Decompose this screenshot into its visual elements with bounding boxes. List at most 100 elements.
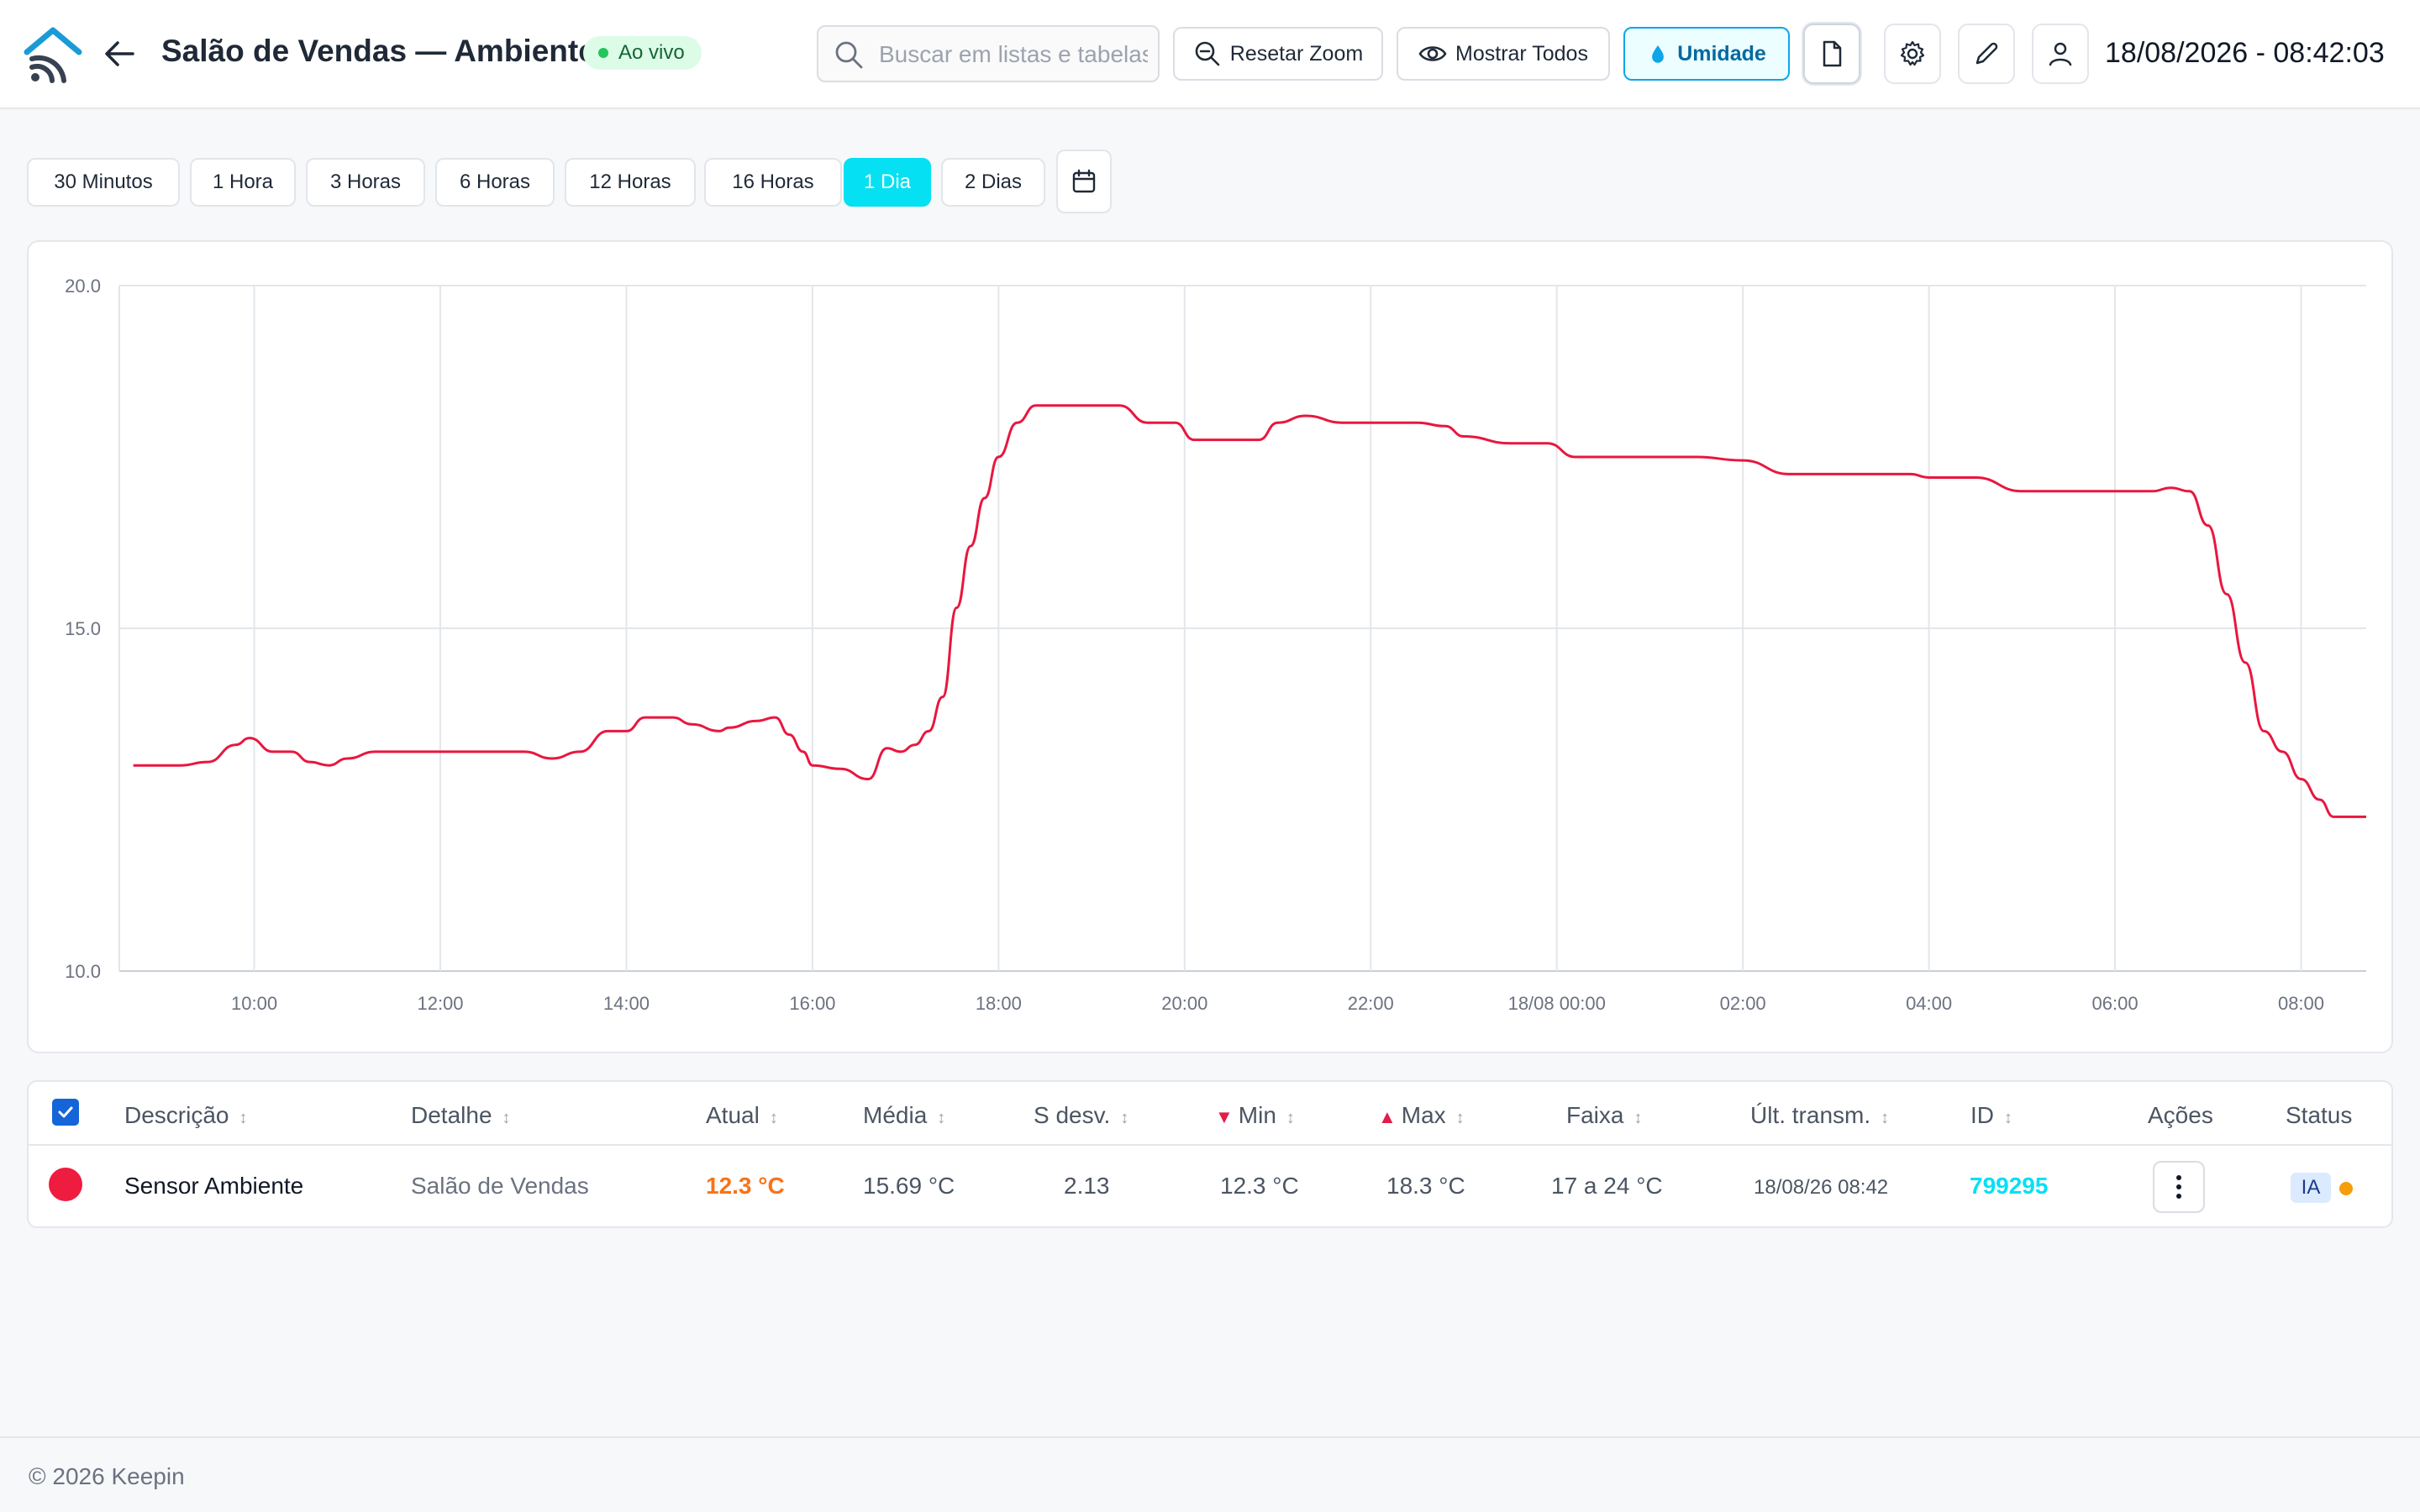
x-tick-label: 10:00 — [231, 993, 277, 1014]
cell-detalhe: Salão de Vendas — [411, 1173, 589, 1199]
kebab-dot-icon — [2176, 1184, 2181, 1189]
header-ult-transm[interactable]: Últ. transm. ↕ — [1750, 1102, 1889, 1129]
humidity-label: Umidade — [1677, 41, 1766, 66]
cell-descricao: Sensor Ambiente — [124, 1173, 304, 1199]
kebab-dot-icon — [2176, 1175, 2181, 1180]
cell-media: 15.69 °C — [863, 1173, 955, 1199]
header-descricao[interactable]: Descrição ↕ — [124, 1102, 247, 1129]
page-title: Salão de Vendas — Ambiente — [161, 34, 596, 68]
header-max[interactable]: ▲ Max ↕ — [1378, 1102, 1465, 1129]
sensor-table: Descrição ↕ Detalhe ↕ Atual ↕ Média ↕ S desv… — [27, 1080, 2393, 1228]
sort-icon: ↕ — [2004, 1109, 2012, 1127]
header-atual[interactable]: Atual ↕ — [706, 1102, 778, 1129]
max-arrow-icon: ▲ — [1378, 1106, 1397, 1127]
sort-icon: ↕ — [1455, 1109, 1465, 1127]
header-media[interactable]: Média ↕ — [863, 1102, 945, 1129]
range-1-hour-button[interactable]: 1 Hora — [190, 158, 296, 207]
pencil-icon — [1975, 42, 1998, 65]
header-min[interactable]: ▼ Min ↕ — [1215, 1102, 1295, 1129]
x-tick-label: 12:00 — [417, 993, 463, 1014]
x-tick-label: 18/08 00:00 — [1508, 993, 1606, 1014]
header-id-label: ID — [1970, 1102, 1994, 1128]
chart-canvas[interactable]: 10.0 15.0 20.0 10:00 12:00 14:00 16:00 18:00 20:… — [29, 242, 2395, 1055]
top-bar: Salão de Vendas — Ambiente Ao vivo Reset… — [0, 0, 2420, 109]
custom-date-button[interactable] — [1056, 150, 1112, 213]
cell-ult-transm: 18/08/26 08:42 — [1754, 1176, 1889, 1199]
temperature-series-line — [133, 404, 2366, 818]
footer: © 2026 Keepin — [0, 1436, 2420, 1512]
show-all-button[interactable]: Mostrar Todos — [1397, 27, 1610, 81]
header-atual-label: Atual — [706, 1102, 760, 1128]
range-3-hours-button[interactable]: 3 Horas — [306, 158, 425, 207]
header-id[interactable]: ID ↕ — [1970, 1102, 2012, 1129]
calendar-icon — [1072, 169, 1096, 193]
live-label: Ao vivo — [618, 41, 685, 64]
live-dot-icon — [598, 48, 608, 58]
x-tick-label: 20:00 — [1161, 993, 1207, 1014]
sort-icon: ↕ — [769, 1109, 778, 1127]
sort-icon: ↕ — [937, 1109, 946, 1127]
row-actions-menu-button[interactable] — [2153, 1161, 2205, 1213]
x-tick-label: 08:00 — [2278, 993, 2324, 1014]
sensor-status-dot — [49, 1168, 82, 1201]
cell-id-link[interactable]: 799295 — [1970, 1173, 2049, 1199]
live-badge: Ao vivo — [583, 36, 702, 70]
x-tick-label: 22:00 — [1348, 993, 1394, 1014]
header-min-label: Min — [1238, 1102, 1276, 1128]
edit-button[interactable] — [1958, 24, 2015, 84]
humidity-toggle-button[interactable]: Umidade — [1623, 27, 1790, 81]
kebab-dot-icon — [2176, 1194, 2181, 1199]
x-tick-label: 18:00 — [976, 993, 1022, 1014]
status-indicator-dot — [2339, 1182, 2353, 1195]
range-1-day-button[interactable]: 1 Dia — [844, 158, 931, 207]
cell-sdesv: 2.13 — [1064, 1173, 1110, 1199]
table-header: Descrição ↕ Detalhe ↕ Atual ↕ Média ↕ S desv… — [29, 1082, 2391, 1146]
header-status: Status — [2286, 1102, 2353, 1128]
header-detalhe-label: Detalhe — [411, 1102, 492, 1128]
back-arrow-icon[interactable] — [99, 34, 139, 74]
header-faixa[interactable]: Faixa ↕ — [1566, 1102, 1642, 1129]
header-acoes: Ações — [2148, 1102, 2213, 1128]
reset-zoom-label: Resetar Zoom — [1229, 41, 1364, 66]
header-sdesv[interactable]: S desv. ↕ — [1034, 1102, 1128, 1129]
reset-zoom-button[interactable]: Resetar Zoom — [1173, 27, 1383, 81]
cell-max: 18.3 °C — [1386, 1173, 1465, 1199]
gear-icon — [1900, 40, 1925, 66]
sort-icon: ↕ — [1634, 1109, 1643, 1127]
range-2-days-button[interactable]: 2 Dias — [941, 158, 1045, 207]
cell-atual: 12.3 °C — [706, 1173, 785, 1199]
cell-faixa: 17 a 24 °C — [1551, 1173, 1663, 1199]
y-tick-label: 15.0 — [65, 618, 101, 639]
sort-icon: ↕ — [1286, 1109, 1295, 1127]
sort-icon: ↕ — [1120, 1109, 1129, 1127]
export-file-button[interactable] — [1803, 24, 1860, 84]
range-12-hours-button[interactable]: 12 Horas — [565, 158, 696, 207]
header-sdesv-label: S desv. — [1034, 1102, 1111, 1128]
temperature-chart[interactable]: 10.0 15.0 20.0 10:00 12:00 14:00 16:00 18:00 20:… — [27, 240, 2393, 1053]
checkmark-icon — [58, 1106, 73, 1118]
search-input[interactable] — [879, 35, 1148, 74]
keepin-logo[interactable] — [24, 25, 82, 84]
ia-badge: IA — [2291, 1173, 2331, 1203]
sort-icon: ↕ — [1881, 1109, 1890, 1127]
select-all-checkbox[interactable] — [52, 1099, 79, 1126]
search-box[interactable] — [817, 25, 1160, 82]
x-tick-label: 04:00 — [1906, 993, 1952, 1014]
water-drop-icon — [1652, 45, 1665, 63]
range-16-hours-button[interactable]: 16 Horas — [704, 158, 842, 207]
range-30-minutes-button[interactable]: 30 Minutos — [27, 158, 180, 207]
header-ult-transm-label: Últ. transm. — [1750, 1102, 1871, 1128]
settings-button[interactable] — [1884, 24, 1941, 84]
eye-icon — [1418, 46, 1447, 61]
x-tick-label: 16:00 — [789, 993, 835, 1014]
user-profile-button[interactable] — [2032, 24, 2089, 84]
range-6-hours-button[interactable]: 6 Horas — [435, 158, 555, 207]
header-detalhe[interactable]: Detalhe ↕ — [411, 1102, 511, 1129]
sort-icon: ↕ — [239, 1109, 248, 1127]
user-icon — [2049, 42, 2072, 66]
current-datetime: 18/08/2026 - 08:42:03 — [2105, 37, 2385, 69]
file-icon — [1823, 40, 1842, 67]
show-all-label: Mostrar Todos — [1455, 41, 1588, 66]
header-media-label: Média — [863, 1102, 928, 1128]
zoom-out-icon — [1195, 41, 1220, 66]
